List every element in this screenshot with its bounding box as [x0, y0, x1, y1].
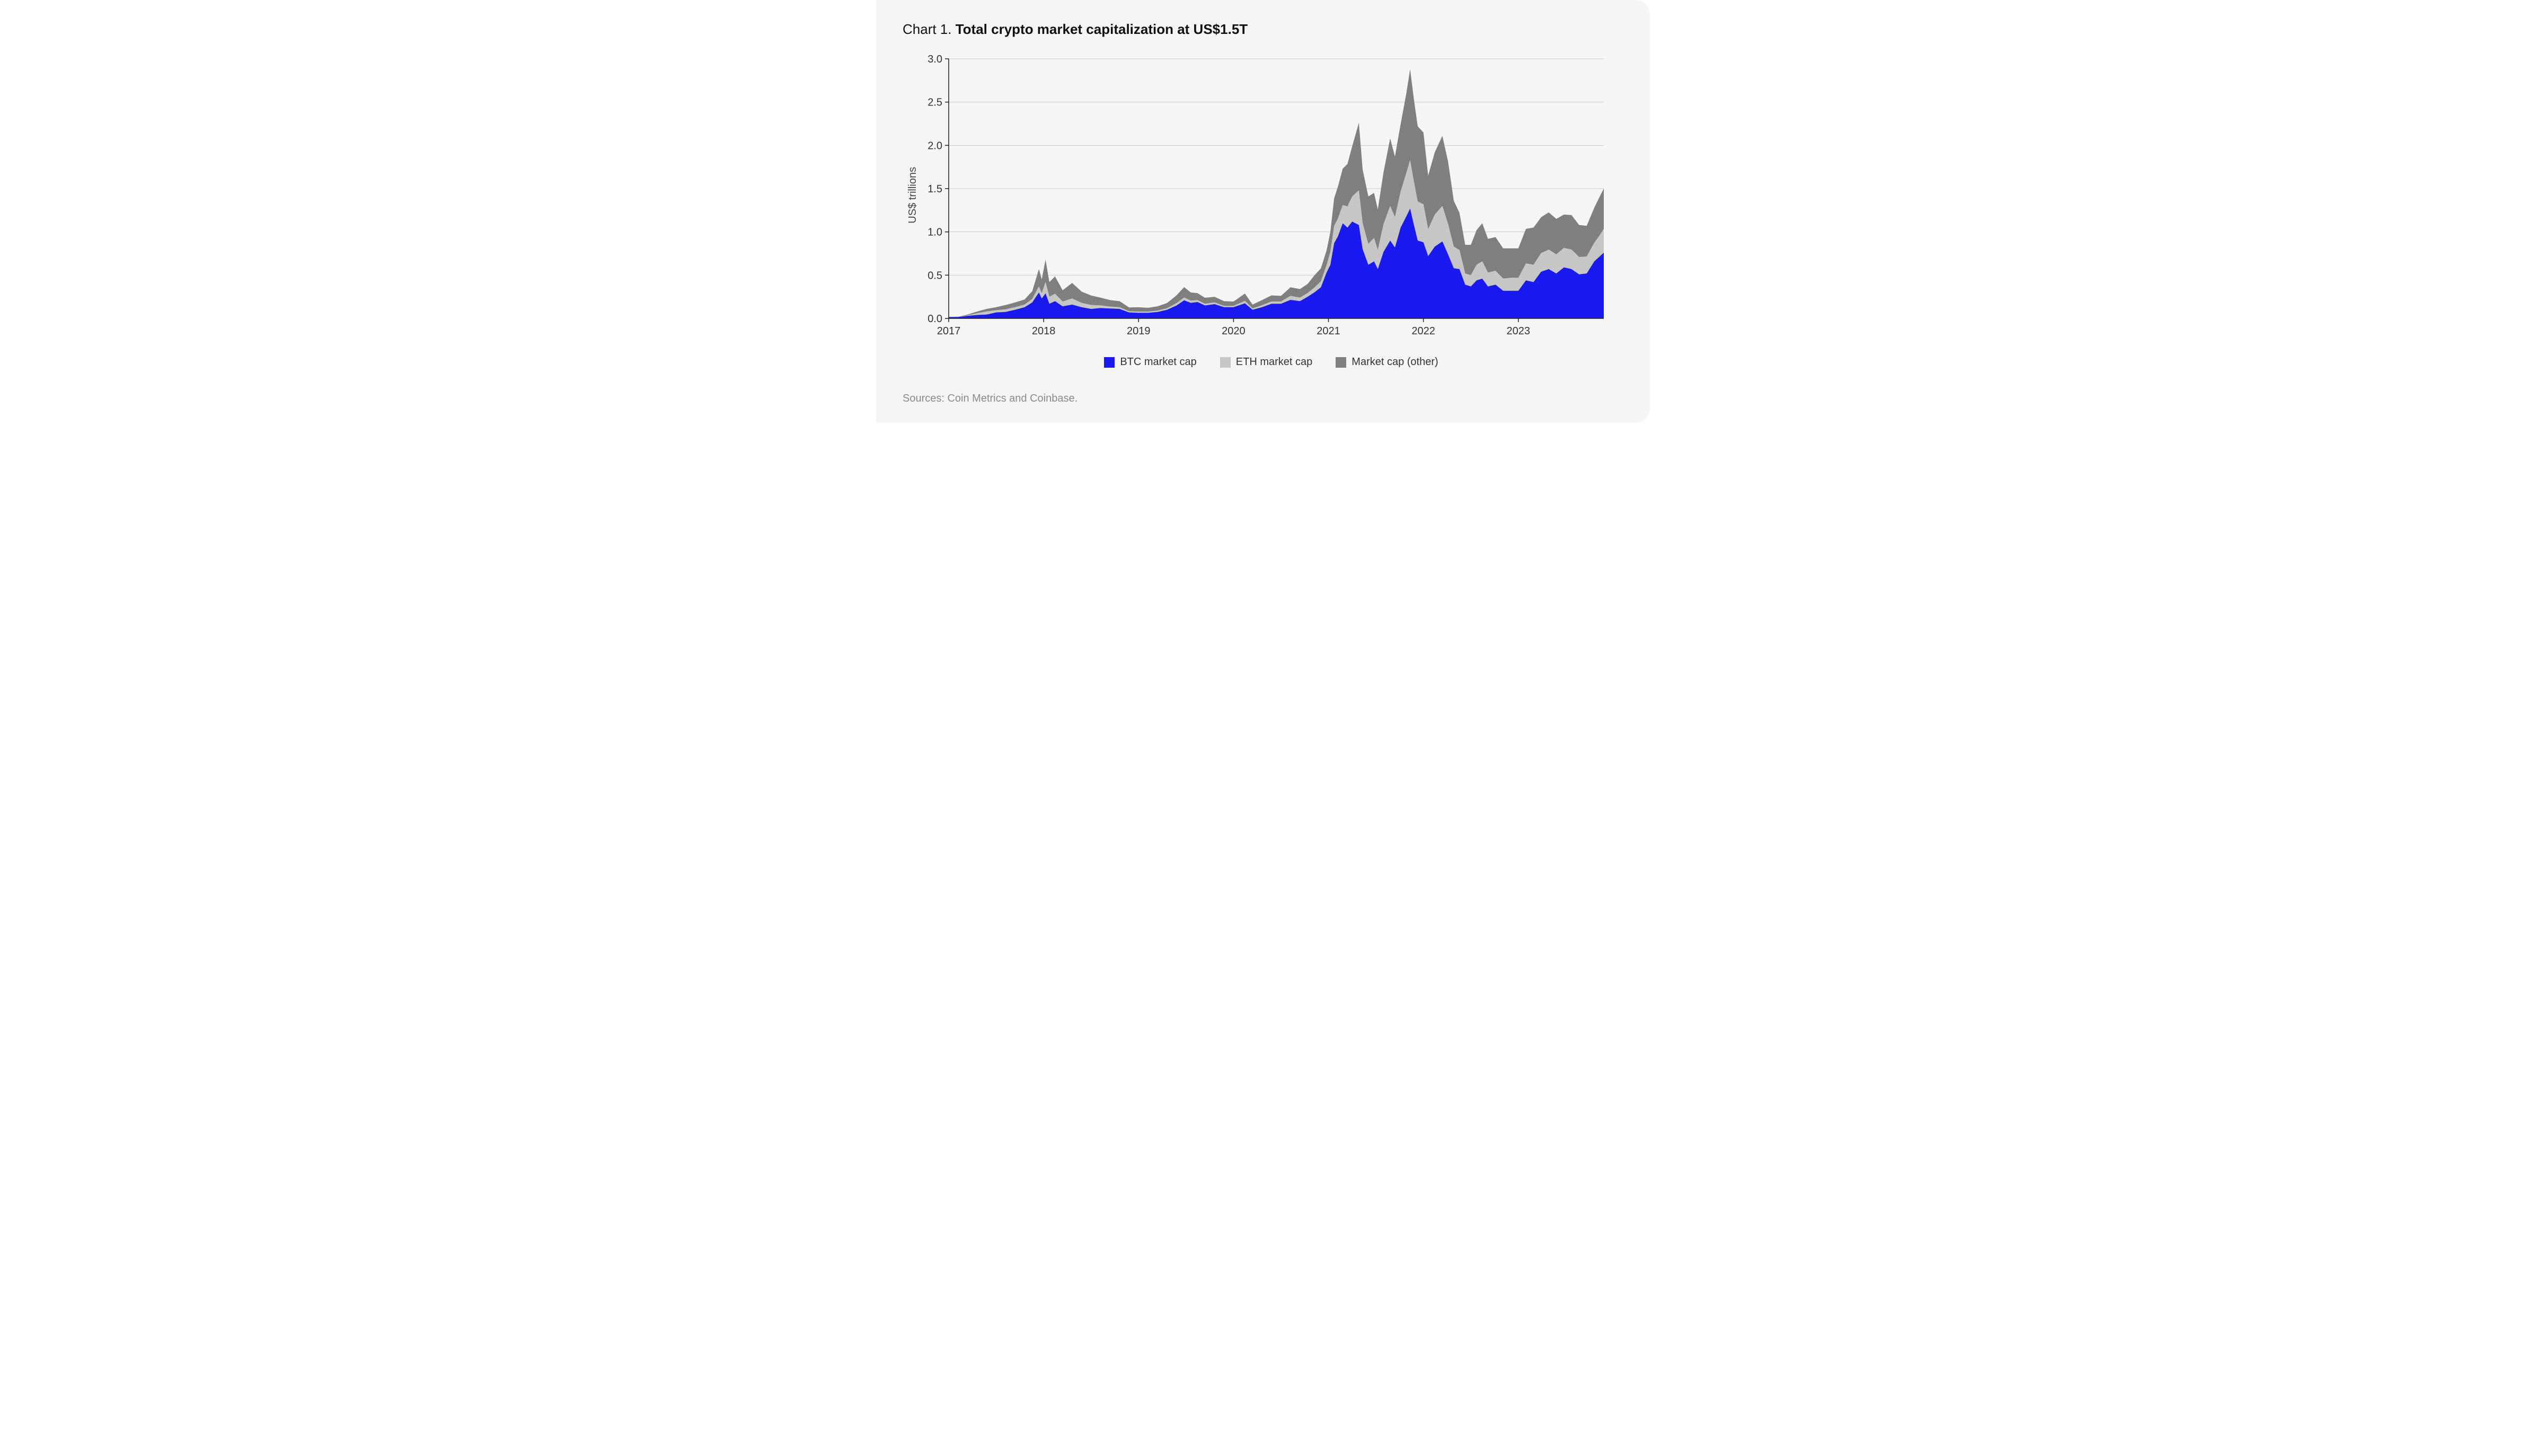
svg-text:2019: 2019 [1127, 325, 1151, 337]
legend-item-other: Market cap (other) [1336, 356, 1438, 368]
chart-card: Chart 1. Total crypto market capitalizat… [876, 0, 1650, 423]
svg-text:2023: 2023 [1507, 325, 1531, 337]
y-axis-label: US$ trillions [903, 167, 919, 224]
svg-text:2021: 2021 [1317, 325, 1340, 337]
legend-item-btc: BTC market cap [1104, 356, 1196, 368]
legend-swatch-other [1336, 357, 1346, 368]
svg-text:2022: 2022 [1411, 325, 1435, 337]
svg-text:1.5: 1.5 [928, 183, 942, 195]
legend-item-eth: ETH market cap [1220, 356, 1312, 368]
chart-title-prefix: Chart 1. [903, 21, 956, 37]
stacked-area-chart: 0.0 0.5 1.0 1.5 2.0 2.5 3.0 2017 2018 2019 2020 202… [919, 54, 1608, 340]
legend-swatch-btc [1104, 357, 1115, 368]
svg-text:0.5: 0.5 [928, 270, 942, 281]
legend-label-eth: ETH market cap [1236, 356, 1312, 368]
chart-title: Chart 1. Total crypto market capitalizat… [903, 21, 1623, 38]
svg-text:0.0: 0.0 [928, 313, 942, 325]
legend-swatch-eth [1220, 357, 1231, 368]
chart-body: US$ trillions 0.0 0.5 1.0 1.5 2.0 2.5 3.0 2017 2… [903, 54, 1623, 368]
chart-sources: Sources: Coin Metrics and Coinbase. [903, 393, 1623, 405]
svg-text:2.5: 2.5 [928, 97, 942, 109]
svg-text:2.0: 2.0 [928, 140, 942, 152]
legend-label-other: Market cap (other) [1352, 356, 1438, 368]
legend-label-btc: BTC market cap [1120, 356, 1196, 368]
svg-text:2020: 2020 [1222, 325, 1246, 337]
chart-title-main: Total crypto market capitalization at US… [956, 21, 1248, 37]
chart-legend: BTC market cap ETH market cap Market cap… [919, 356, 1623, 368]
svg-text:2018: 2018 [1032, 325, 1056, 337]
svg-text:2017: 2017 [937, 325, 961, 337]
svg-text:1.0: 1.0 [928, 227, 942, 238]
svg-text:3.0: 3.0 [928, 54, 942, 65]
plot-column: 0.0 0.5 1.0 1.5 2.0 2.5 3.0 2017 2018 2019 2020 202… [919, 54, 1623, 368]
